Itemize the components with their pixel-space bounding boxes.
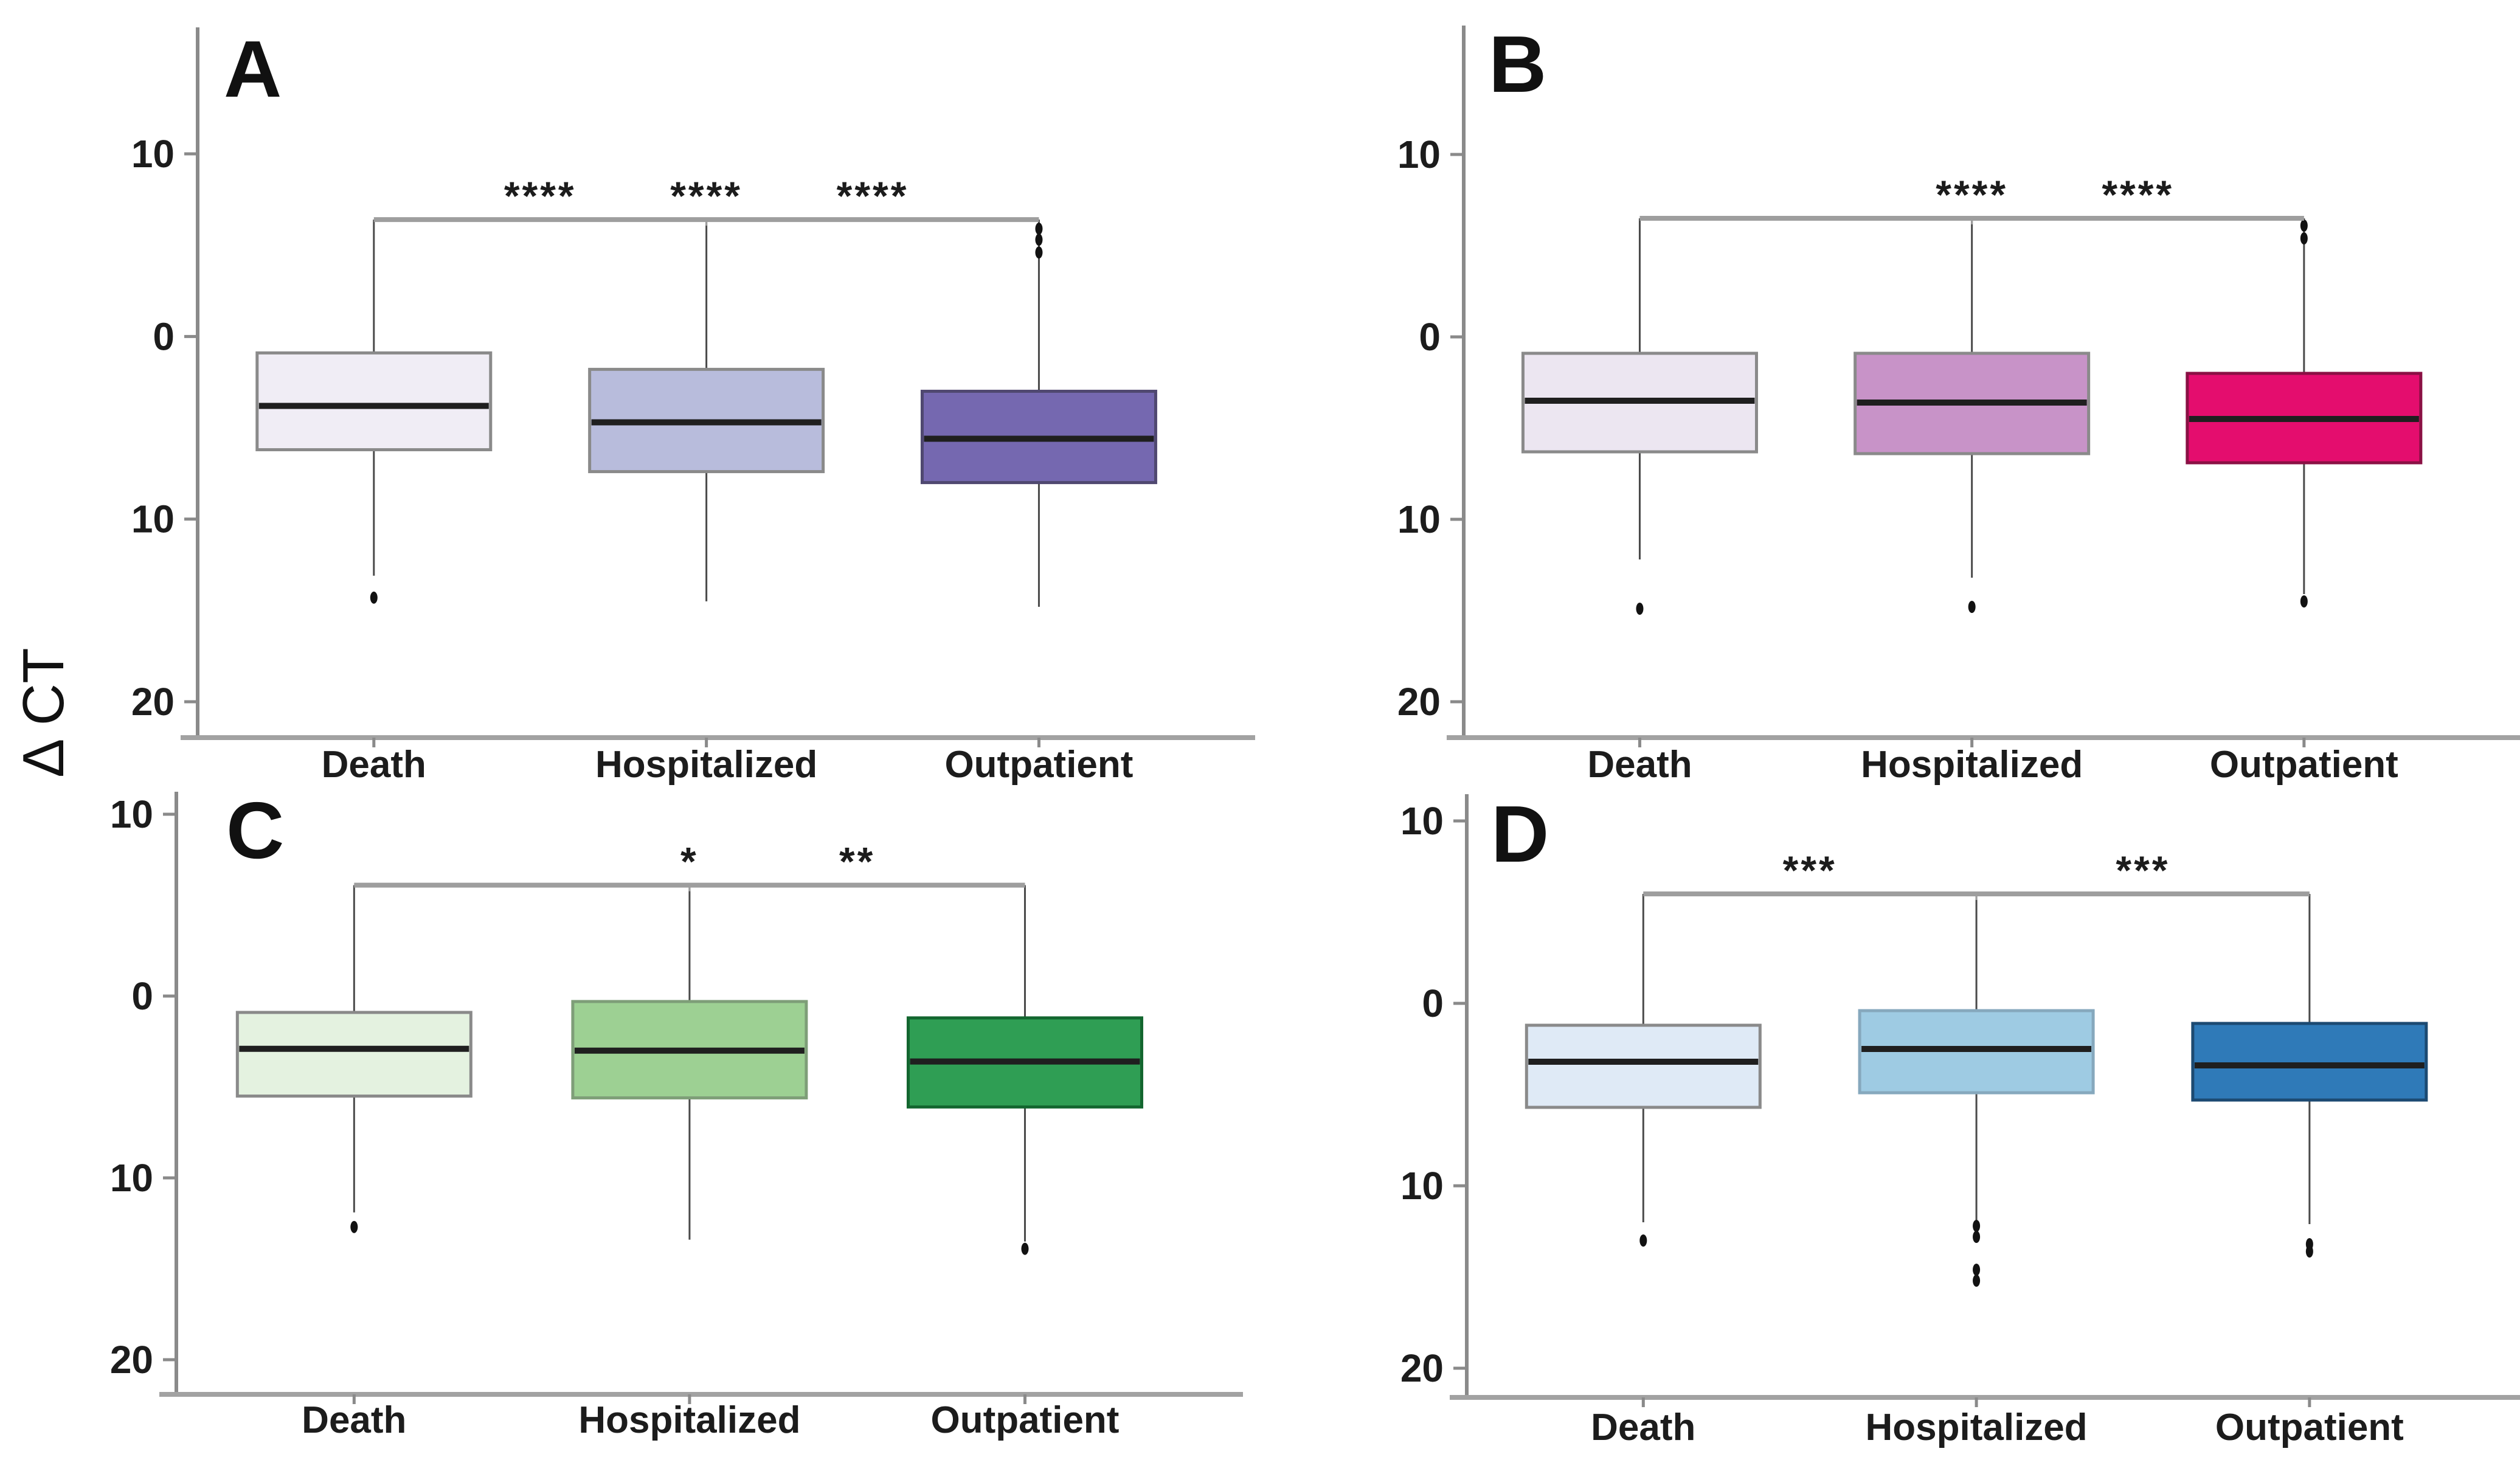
panel-label-c: C xyxy=(226,786,285,875)
significance-stars: **** xyxy=(504,173,576,218)
outlier-point-death xyxy=(370,591,378,604)
significance-stars: **** xyxy=(670,173,742,218)
box-death xyxy=(1525,1023,1762,1109)
y-tick-label: 10 xyxy=(110,1156,153,1200)
y-tick-label: 0 xyxy=(131,974,153,1018)
outlier-point-outpatient xyxy=(2300,220,2308,232)
y-tick-label: 10 xyxy=(1400,1164,1444,1208)
significance-stars: **** xyxy=(837,173,909,218)
outlier-point-hospitalized xyxy=(1973,1220,1981,1232)
outlier-point-hospitalized xyxy=(1973,1231,1981,1243)
outlier-point-outpatient xyxy=(2300,232,2308,244)
category-label-outpatient: Outpatient xyxy=(2215,1407,2404,1448)
category-label-death: Death xyxy=(1591,1407,1695,1448)
category-label-death: Death xyxy=(1587,744,1692,786)
panel-d: 10 0 10 20 Death Hospitalized Outpatient *** *** xyxy=(1400,794,2520,1448)
y-tick-label: 20 xyxy=(110,1338,153,1382)
significance-stars: *** xyxy=(1783,848,1837,893)
y-axis-title: Δ CT xyxy=(11,648,76,778)
panel-label-b: B xyxy=(1489,19,1547,109)
outlier-point-death xyxy=(1639,1234,1647,1247)
significance-stars: * xyxy=(680,839,699,884)
panel-a: 10 0 10 20 Death Hospitalized Outpatient **** **… xyxy=(131,27,1255,786)
y-tick-label: 20 xyxy=(1400,1346,1444,1390)
outlier-point-outpatient xyxy=(2300,595,2308,607)
outlier-point-hospitalized xyxy=(1968,601,1976,613)
category-label-hospitalized: Hospitalized xyxy=(1861,744,2083,786)
significance-stars: **** xyxy=(2102,172,2174,217)
box-death xyxy=(255,351,493,452)
y-tick-label: 10 xyxy=(1400,799,1444,843)
y-tick-label: 10 xyxy=(131,132,175,176)
outlier-point-outpatient xyxy=(2305,1245,2313,1258)
category-label-hospitalized: Hospitalized xyxy=(1865,1407,2087,1448)
significance-stars: ** xyxy=(839,839,875,884)
category-label-death: Death xyxy=(322,744,426,786)
outlier-point-outpatient xyxy=(1035,223,1043,235)
category-label-outpatient: Outpatient xyxy=(930,1399,1119,1441)
y-tick-label: 20 xyxy=(1397,680,1441,724)
category-label-outpatient: Outpatient xyxy=(944,744,1133,786)
significance-stars: *** xyxy=(2116,848,2170,893)
category-label-death: Death xyxy=(302,1399,406,1441)
y-tick-label: 0 xyxy=(1422,981,1444,1025)
y-tick-label: 10 xyxy=(110,792,153,836)
panel-b: 10 0 10 20 Death Hospitalized Outpatient **** **… xyxy=(1397,26,2520,786)
panel-label-d: D xyxy=(1491,789,1549,879)
category-label-hospitalized: Hospitalized xyxy=(578,1399,800,1441)
y-tick-label: 10 xyxy=(1397,497,1441,541)
box-death xyxy=(235,1011,472,1098)
y-tick-label: 0 xyxy=(153,314,175,358)
box-outpatient xyxy=(2191,1022,2428,1102)
category-label-outpatient: Outpatient xyxy=(2210,744,2398,786)
outlier-point-outpatient xyxy=(1035,246,1043,259)
category-label-hospitalized: Hospitalized xyxy=(595,744,817,786)
outlier-point-outpatient xyxy=(1021,1242,1029,1255)
outlier-point-hospitalized xyxy=(1973,1275,1981,1287)
outlier-point-outpatient xyxy=(1035,234,1043,246)
y-tick-label: 20 xyxy=(131,680,175,724)
outlier-point-death xyxy=(350,1220,358,1233)
outlier-point-hospitalized xyxy=(1973,1264,1981,1276)
y-tick-label: 0 xyxy=(1419,315,1441,359)
panel-label-a: A xyxy=(224,24,282,114)
y-tick-label: 10 xyxy=(1397,133,1441,176)
y-tick-label: 10 xyxy=(131,497,175,541)
significance-stars: **** xyxy=(1936,172,2008,217)
outlier-point-death xyxy=(1636,603,1644,615)
